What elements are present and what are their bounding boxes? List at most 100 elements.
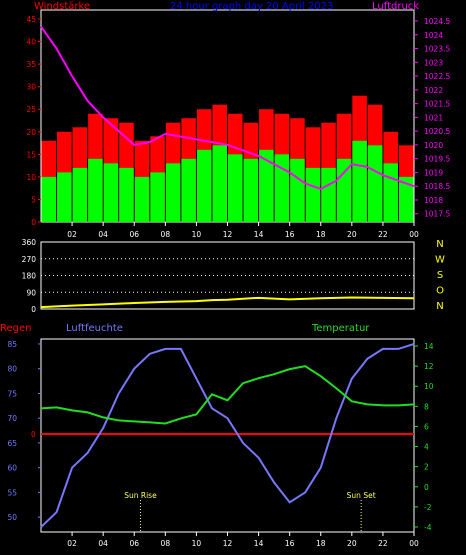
wind-avg-bar bbox=[243, 158, 259, 222]
humidity-tick-label: 70 bbox=[7, 414, 17, 423]
wind-x-tick-label: 22 bbox=[378, 230, 388, 239]
wind-left-label: Windstärke bbox=[34, 1, 90, 12]
climate-x-tick-label: 22 bbox=[378, 539, 388, 548]
wind-x-tick-label: 12 bbox=[223, 230, 233, 239]
wind-x-tick-label: 02 bbox=[67, 230, 77, 239]
direction-tick-label: 180 bbox=[22, 272, 37, 281]
wind-left-tick-label: 25 bbox=[26, 105, 36, 114]
wind-avg-bar bbox=[383, 163, 398, 222]
wind-right-tick-label: 1018.5 bbox=[424, 182, 450, 191]
wind-left-tick-label: 30 bbox=[26, 83, 36, 92]
climate-x-tick-label: 18 bbox=[316, 539, 326, 548]
wind-avg-bar bbox=[57, 172, 72, 222]
wind-avg-bar bbox=[72, 167, 88, 222]
wind-avg-bar bbox=[305, 167, 321, 222]
chart-title: 24 hour graph day 20 April 2023 bbox=[170, 1, 333, 12]
wind-right-label: Luftdruck bbox=[372, 1, 419, 12]
temperature-tick-label: 0 bbox=[424, 483, 429, 492]
compass-label: N bbox=[436, 301, 443, 312]
wind-x-tick-label: 14 bbox=[254, 230, 264, 239]
wind-avg-bar bbox=[41, 176, 57, 222]
compass-label: N bbox=[436, 239, 443, 250]
rain-label: Regen bbox=[0, 323, 32, 334]
humidity-tick-label: 75 bbox=[7, 389, 17, 398]
wind-right-tick-label: 1018 bbox=[424, 196, 443, 205]
wind-x-tick-label: 20 bbox=[347, 230, 357, 239]
wind-avg-bar bbox=[212, 145, 227, 222]
wind-right-tick-label: 1019.5 bbox=[424, 155, 450, 164]
wind-avg-bar bbox=[165, 163, 181, 222]
wind-avg-bars bbox=[41, 140, 414, 222]
wind-avg-bar bbox=[259, 149, 274, 222]
sun-annotations: Sun Rise Sun Set bbox=[124, 491, 376, 532]
rain-zero-label: 0 bbox=[31, 430, 36, 439]
pressure-line bbox=[40, 25, 415, 191]
wind-pressure-chart: Windstärke 24 hour graph day 20 April 20… bbox=[26, 1, 450, 239]
compass-label: S bbox=[437, 270, 443, 281]
wind-right-tick-label: 1023.5 bbox=[424, 45, 450, 54]
wind-right-tick-label: 1017.5 bbox=[424, 210, 450, 219]
temperature-tick-label: 6 bbox=[424, 422, 429, 431]
wind-x-tick-label: 00 bbox=[409, 230, 419, 239]
wind-left-tick-label: 40 bbox=[26, 38, 36, 47]
temperature-tick-label: 14 bbox=[424, 342, 434, 351]
climate-x-tick-label: 04 bbox=[98, 539, 108, 548]
temperature-label: Temperatur bbox=[311, 323, 370, 334]
wind-x-tick-label: 04 bbox=[98, 230, 108, 239]
wind-x-axis-ticks: 02 04 06 08 10 12 14 16 18 20 22 00 bbox=[67, 222, 419, 239]
compass-label: W bbox=[435, 255, 445, 266]
wind-avg-bar bbox=[103, 163, 119, 222]
direction-y-axis-ticks: 0 90 180 270 360 bbox=[22, 238, 37, 314]
wind-right-tick-label: 1021 bbox=[424, 113, 443, 122]
wind-avg-bar bbox=[196, 149, 212, 222]
direction-tick-label: 0 bbox=[31, 305, 36, 314]
direction-tick-label: 360 bbox=[22, 238, 37, 247]
wind-x-tick-label: 06 bbox=[129, 230, 139, 239]
climate-x-tick-label: 08 bbox=[161, 539, 171, 548]
climate-x-tick-label: 12 bbox=[223, 539, 233, 548]
wind-avg-bar bbox=[321, 167, 336, 222]
wind-x-tick-label: 08 bbox=[161, 230, 171, 239]
climate-x-tick-label: 16 bbox=[285, 539, 295, 548]
climate-x-tick-label: 14 bbox=[254, 539, 264, 548]
wind-left-tick-label: 10 bbox=[26, 173, 36, 182]
wind-right-tick-label: 1019 bbox=[424, 168, 443, 177]
wind-left-axis-ticks: 0 5 10 15 20 25 30 35 40 45 bbox=[26, 15, 41, 227]
wind-avg-bar bbox=[181, 158, 196, 222]
wind-right-tick-label: 1023 bbox=[424, 58, 443, 67]
climate-x-axis-ticks: 02 04 06 08 10 12 14 16 18 20 22 00 bbox=[67, 532, 419, 548]
humidity-tick-label: 65 bbox=[7, 439, 17, 448]
temperature-tick-label: 8 bbox=[424, 402, 429, 411]
wind-left-tick-label: 45 bbox=[26, 15, 36, 24]
wind-left-tick-label: 5 bbox=[31, 195, 36, 204]
wind-avg-bar bbox=[398, 176, 414, 222]
humidity-label: Luftfeuchte bbox=[66, 323, 123, 334]
temperature-tick-label: 12 bbox=[424, 362, 434, 371]
wind-right-tick-label: 1022 bbox=[424, 86, 443, 95]
humidity-line bbox=[40, 342, 415, 528]
wind-left-tick-label: 35 bbox=[26, 60, 36, 69]
wind-avg-bar bbox=[336, 158, 352, 222]
wind-right-tick-label: 1024 bbox=[424, 31, 443, 40]
humidity-tick-label: 60 bbox=[7, 464, 17, 473]
humidity-tick-label: 85 bbox=[7, 340, 17, 349]
wind-avg-bar bbox=[352, 140, 367, 222]
sun-marker-label: Sun Set bbox=[347, 491, 376, 500]
humidity-tick-label: 50 bbox=[7, 513, 17, 522]
humidity-tick-label: 55 bbox=[7, 488, 17, 497]
wind-avg-bar bbox=[228, 154, 243, 222]
climate-x-tick-label: 20 bbox=[347, 539, 357, 548]
wind-avg-bar bbox=[150, 172, 165, 222]
direction-tick-label: 90 bbox=[26, 288, 36, 297]
wind-right-axis-ticks: 1017.5 1018 1018.5 1019 1019.5 1020 1020.5 1021… bbox=[414, 17, 450, 219]
compass-label: O bbox=[436, 286, 444, 297]
humidity-tick-label: 80 bbox=[7, 365, 17, 374]
wind-right-tick-label: 1024.5 bbox=[424, 17, 450, 26]
wind-right-tick-label: 1020 bbox=[424, 141, 443, 150]
wind-x-tick-label: 18 bbox=[316, 230, 326, 239]
temperature-tick-label: 2 bbox=[424, 463, 429, 472]
temperature-tick-label: -4 bbox=[424, 523, 432, 532]
